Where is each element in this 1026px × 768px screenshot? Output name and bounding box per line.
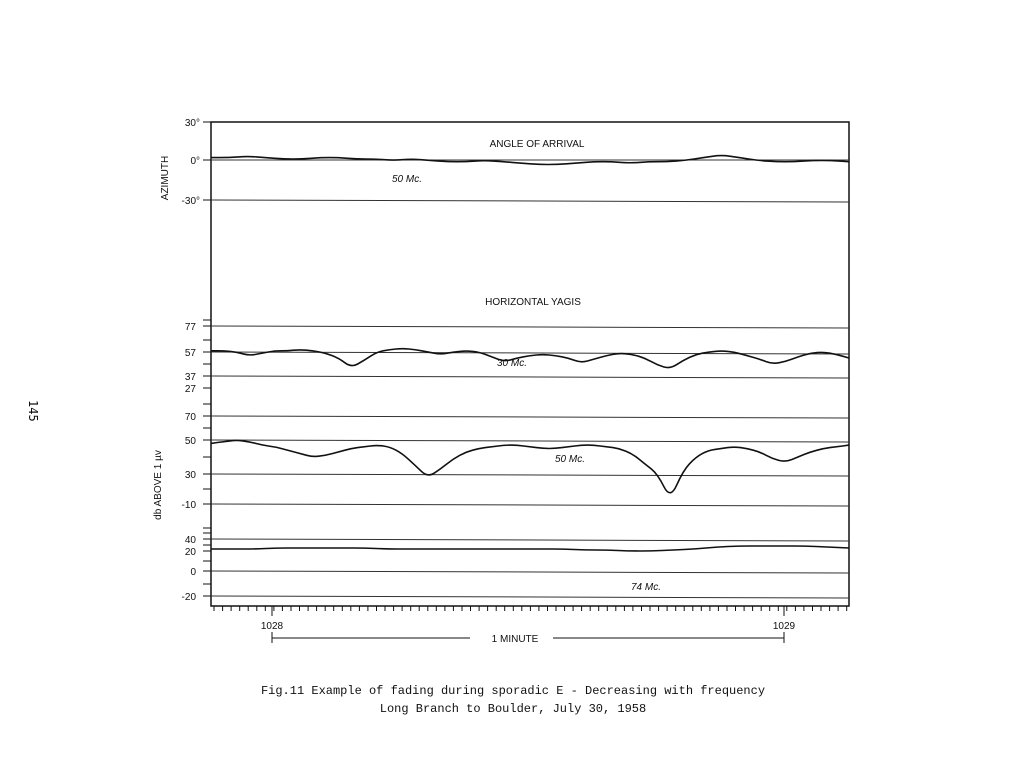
ref-line: [210, 503, 850, 507]
tick-label: 37: [185, 372, 197, 383]
minute-scale-label: 1 MINUTE: [492, 634, 539, 645]
figure-caption-line1: Fig.11 Example of fading during sporadic…: [260, 684, 766, 698]
figure-caption-line2: Long Branch to Boulder, July 30, 1958: [379, 702, 647, 716]
tick-label: 70: [185, 412, 197, 423]
ref-line: [210, 199, 850, 203]
tick-label: 20: [185, 547, 197, 558]
angle-of-arrival-heading: ANGLE OF ARRIVAL: [490, 139, 585, 150]
ref-line: [210, 570, 850, 574]
tick-label: -30°: [182, 196, 200, 207]
tick-label: 57: [185, 348, 197, 359]
page-number: 145: [26, 400, 40, 422]
chart-frame: [210, 121, 850, 607]
minute-scale-bar: [271, 632, 785, 643]
ref-line: [210, 325, 850, 329]
tick-label: 0°: [190, 156, 200, 167]
ref-line: [210, 473, 850, 477]
ref-line: [210, 351, 850, 355]
ref-line: [210, 415, 850, 419]
series-line-azimuth-50mc: [211, 154, 850, 166]
x-tick-label: 1028: [261, 621, 284, 632]
db-axis-label: db ABOVE 1 µv: [153, 450, 164, 520]
horizontal-yagis-heading: HORIZONTAL YAGIS: [485, 297, 581, 308]
tick-label: 27: [185, 384, 197, 395]
tick-label: -10: [182, 500, 197, 511]
series-line-30mc: [210, 347, 850, 369]
x-tick-label: 1029: [773, 621, 796, 632]
tick-label: 30: [185, 470, 197, 481]
y-tick-labels: 30° 0° -30° 77 57 37 27 70 50 30 -10 40 …: [182, 118, 200, 603]
tick-label: 77: [185, 322, 197, 333]
tick-label: 30°: [185, 118, 200, 129]
series-label: 30 Mc.: [497, 358, 527, 369]
tick-label: 50: [185, 436, 197, 447]
series-label: 50 Mc.: [392, 174, 422, 185]
time-axis-ticks: [213, 606, 848, 616]
tick-label: 0: [190, 567, 196, 578]
series-label: 74 Mc.: [631, 582, 661, 593]
tick-label: -20: [182, 592, 197, 603]
series-label: 50 Mc.: [555, 454, 585, 465]
ref-line: [210, 439, 850, 443]
ref-line: [210, 375, 850, 379]
series-line-50mc: [210, 439, 850, 494]
reference-lines: [210, 159, 850, 599]
ref-line: [210, 538, 850, 542]
azimuth-axis-label: AZIMUTH: [160, 156, 171, 200]
ref-line: [210, 595, 850, 599]
series-line-74mc: [211, 545, 850, 552]
tick-label: 40: [185, 535, 197, 546]
left-axis-ticks: [203, 121, 211, 597]
